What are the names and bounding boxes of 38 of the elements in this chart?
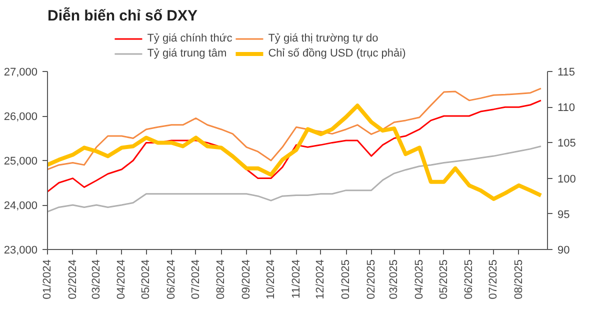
- line-series: [48, 146, 542, 212]
- y2-tick-label: 105: [558, 138, 576, 150]
- x-tick-label: 07/2025: [488, 259, 500, 300]
- chart-title: Diễn biến chỉ số DXY: [48, 6, 198, 24]
- x-tick-label: 03/2024: [90, 259, 102, 300]
- y-tick-label: 27,000: [4, 66, 38, 78]
- x-tick-label: 05/2024: [140, 259, 152, 300]
- y2-tick-label: 95: [558, 208, 570, 221]
- legend-label: Tỷ giá trung tâm: [147, 48, 227, 60]
- y-tick-label: 23,000: [4, 244, 38, 256]
- x-tick-label: 08/2024: [215, 259, 228, 300]
- x-tick-label: 06/2025: [463, 259, 476, 300]
- x-tick-label: 11/2024: [290, 259, 302, 298]
- y2-tick-label: 115: [558, 66, 576, 78]
- x-tick-label: 12/2024: [314, 259, 327, 300]
- legend-label: Chỉ số đồng USD (trục phải): [268, 48, 406, 60]
- x-tick-label: 04/2025: [413, 259, 426, 300]
- line-series: [48, 88, 542, 170]
- y-tick-label: 25,000: [4, 156, 38, 168]
- y2-tick-label: 100: [558, 173, 576, 186]
- x-tick-label: 03/2025: [388, 259, 400, 300]
- y2-tick-label: 110: [558, 102, 576, 114]
- x-tick-label: 08/2025: [512, 259, 525, 300]
- x-tick-label: 04/2024: [116, 259, 128, 300]
- legend-label: Tỷ giá chính thức: [147, 32, 232, 44]
- x-tick-label: 02/2024: [66, 259, 79, 300]
- x-tick-label: 02/2025: [365, 259, 378, 300]
- y2-tick-label: 90: [558, 244, 570, 256]
- y-tick-label: 24,000: [4, 200, 38, 212]
- legend-label: Tỷ giá thị trường tự do: [268, 32, 378, 44]
- x-tick-label: 09/2024: [240, 259, 253, 300]
- x-tick-label: 10/2024: [264, 259, 277, 300]
- x-tick-label: 01/2025: [340, 259, 352, 300]
- x-tick-label: 05/2025: [438, 259, 450, 300]
- y-tick-label: 26,000: [4, 111, 38, 123]
- x-tick-label: 07/2024: [190, 259, 202, 300]
- x-tick-label: 06/2024: [165, 259, 178, 300]
- x-tick-label: 01/2024: [42, 259, 54, 300]
